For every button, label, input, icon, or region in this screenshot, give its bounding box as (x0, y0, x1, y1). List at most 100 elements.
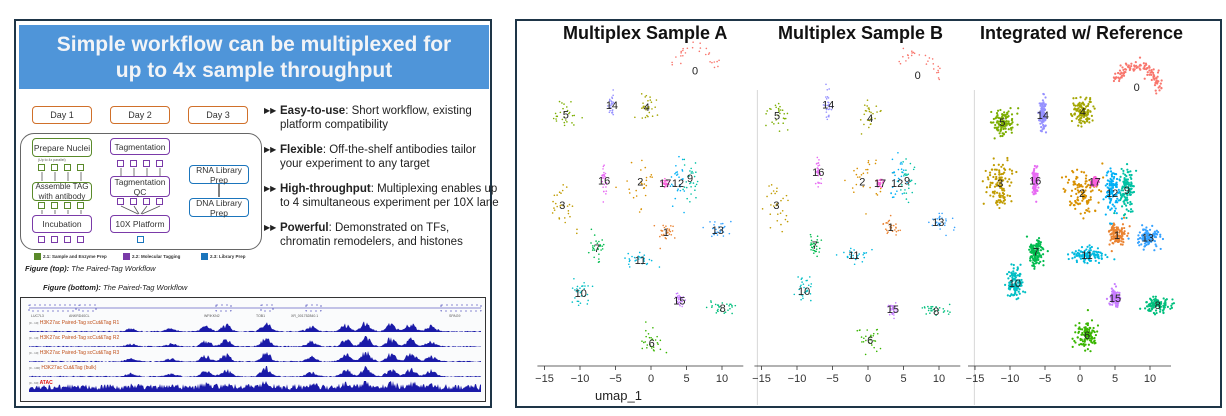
umap-point (1035, 189, 1039, 192)
umap-point (1087, 337, 1091, 340)
umap-point (695, 171, 697, 174)
umap-point (1020, 284, 1023, 287)
umap-point (641, 347, 644, 350)
umap-point (1040, 125, 1043, 129)
umap-point (601, 239, 603, 241)
umap-point (910, 179, 913, 182)
umap-point (707, 53, 710, 55)
umap-point (683, 186, 686, 188)
umap-point (1041, 117, 1044, 120)
umap-point (649, 343, 651, 346)
umap-point (1113, 209, 1117, 213)
umap-point (641, 183, 643, 185)
umap-point (1039, 260, 1042, 263)
umap-point (1001, 201, 1004, 204)
umap-point (863, 104, 866, 106)
umap-point (1016, 274, 1019, 277)
umap-point (609, 109, 611, 112)
umap-point (928, 307, 930, 310)
umap-point (1039, 241, 1042, 244)
umap-point (882, 223, 885, 225)
umap-point (1017, 284, 1020, 287)
umap-point (1125, 208, 1128, 211)
umap-point (681, 305, 683, 308)
umap-point (590, 242, 592, 244)
umap-point (813, 243, 816, 245)
umap-point (656, 342, 659, 344)
cluster-label: 14 (822, 99, 834, 111)
umap-point (1035, 254, 1038, 257)
umap-point (1067, 178, 1071, 181)
umap-point (1002, 179, 1005, 182)
cluster-label: 14 (1037, 110, 1049, 122)
umap-point (569, 215, 571, 218)
umap-point (948, 303, 951, 306)
umap-point (909, 180, 912, 183)
umap-point (587, 251, 590, 254)
umap-point (1150, 302, 1153, 305)
cluster-label: 3 (559, 200, 565, 212)
gene-model (28, 304, 77, 312)
umap-point (715, 312, 718, 314)
umap-point (1010, 113, 1014, 116)
umap-point (710, 301, 712, 304)
umap-point (1011, 276, 1014, 279)
umap-point (1100, 190, 1103, 193)
umap-point (868, 108, 870, 111)
umap-point (1064, 175, 1068, 178)
umap-point (689, 170, 691, 172)
umap-point (1096, 324, 1100, 327)
umap-point (889, 307, 892, 310)
umap-point (1152, 295, 1155, 298)
umap-point (1082, 103, 1086, 106)
parallel-note: (Up to 4x parallel) (38, 158, 66, 162)
umap-point (937, 223, 939, 226)
umap-point (1130, 64, 1133, 68)
umap-point (787, 199, 789, 202)
umap-point (674, 172, 676, 175)
sample-square (38, 236, 45, 243)
umap-point (912, 168, 915, 171)
umap-point (1110, 183, 1114, 186)
umap-point (1012, 284, 1015, 287)
slide-title: Simple workflow can be multiplexed for u… (19, 25, 489, 89)
genome-tracks (28, 304, 482, 392)
umap-point (1076, 196, 1079, 199)
umap-point (1087, 258, 1091, 261)
umap-point (1096, 251, 1099, 254)
umap-point (854, 258, 857, 261)
umap-point (574, 297, 576, 299)
umap-point (1108, 229, 1111, 232)
umap-point (605, 183, 608, 185)
umap-point (611, 111, 613, 114)
umap-point (1128, 68, 1131, 72)
umap-point (890, 226, 893, 229)
umap-point (1035, 259, 1038, 262)
umap-point (1080, 122, 1083, 125)
umap-point (815, 163, 818, 165)
umap-point (1003, 189, 1006, 192)
x-tick-label: 10 (933, 373, 945, 385)
umap-point (1109, 208, 1112, 211)
umap-point (999, 185, 1002, 188)
umap-point (671, 230, 674, 232)
umap-point (872, 112, 874, 115)
umap-point (880, 186, 883, 189)
umap-point (573, 114, 576, 117)
umap-point (1121, 223, 1125, 226)
umap-point (897, 177, 900, 180)
umap-point (709, 60, 711, 63)
umap-point (1081, 120, 1085, 123)
umap-point (1137, 238, 1140, 241)
umap-point (1137, 234, 1140, 237)
umap-point (777, 102, 780, 105)
umap-point (991, 168, 994, 171)
umap-point (1086, 309, 1090, 312)
cluster-label: 6 (1084, 330, 1090, 342)
umap-point (680, 62, 682, 65)
umap-point (1146, 66, 1149, 70)
umap-point (871, 344, 873, 346)
umap-point (1041, 247, 1044, 250)
umap-point (1161, 237, 1165, 241)
umap-point (1117, 298, 1120, 302)
